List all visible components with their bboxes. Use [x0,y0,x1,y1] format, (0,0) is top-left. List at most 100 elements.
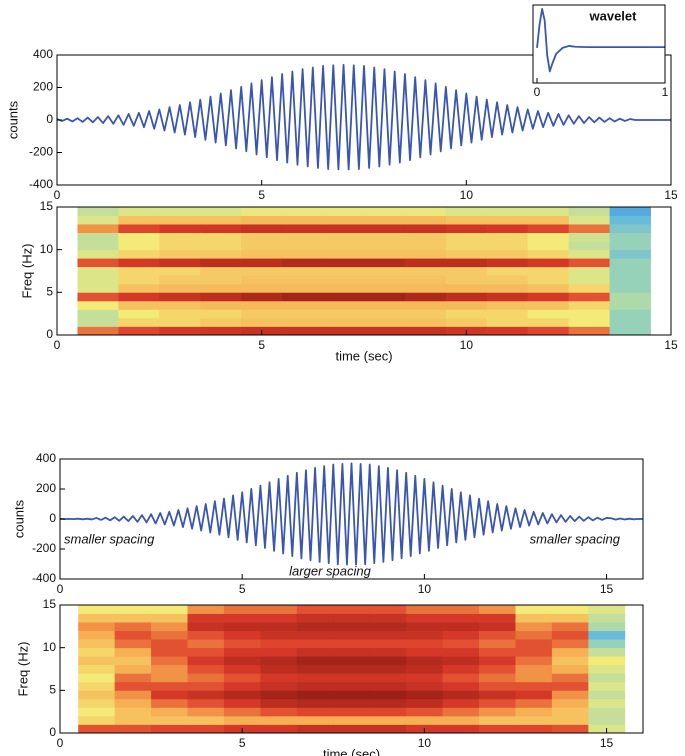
heatmap-cell [260,707,298,717]
heatmap-cell [445,215,488,225]
heatmap-cell [118,283,160,293]
heatmap-cell [241,249,283,259]
x-tick-label: 0 [57,582,64,596]
heatmap-cell [260,656,298,666]
heatmap-cell [515,622,553,631]
x-tick-label: 0 [54,188,61,202]
heatmap-cell [241,300,283,310]
heatmap-cell [118,292,160,302]
heatmap-cell [260,715,298,725]
heatmap-cell [200,207,242,216]
heatmap-cell [159,215,201,225]
heatmap-cell [77,326,119,336]
heatmap-cell [296,681,334,691]
x-tick-label: 10 [460,338,474,352]
heatmap-cell [77,232,119,242]
heatmap-cell [404,241,447,251]
heatmap-cell [282,224,324,233]
heatmap-cell [241,309,283,319]
heatmap-cell [323,207,365,216]
heatmap-cell [527,326,570,336]
heatmap-cell [442,664,480,674]
heatmap-cell [404,317,447,327]
waveform-line [59,462,644,566]
heatmap-cell [369,605,407,614]
heatmap-cell [442,673,480,683]
heatmap-cell [77,292,119,302]
heatmap-cell [159,224,201,233]
heatmap-cell [260,630,298,640]
heatmap-cell [486,215,529,225]
heatmap-cell [333,647,371,657]
heatmap-cell [406,707,443,717]
heatmap-cell [114,639,152,649]
heatmap-cell [223,656,261,666]
heatmap-cell [404,258,447,268]
x-tick-label: 15 [600,736,614,750]
heatmap-cell [223,690,261,700]
heatmap-cell [445,258,488,268]
heatmap-cell [445,249,488,259]
heatmap-cell [78,613,116,623]
heatmap-cell [200,232,242,242]
heatmap-cell [442,681,480,691]
heatmap-cell [364,258,406,268]
heatmap-cell [282,326,324,336]
heatmap-cell [479,605,516,614]
heatmap-cell [515,639,553,649]
heatmap-cell [187,681,225,691]
heatmap-cell [78,707,116,717]
heatmap-cell [118,215,160,225]
heatmap-cell [260,664,298,674]
heatmap-cell [223,664,261,674]
heatmap-cell [404,326,447,336]
heatmap-cell [151,724,188,734]
x-tick-label: 15 [664,188,678,202]
heatmap-cell [404,232,447,242]
y-tick-label: 400 [33,47,53,61]
heatmap-cell [369,630,407,640]
heatmap-cell [200,241,242,251]
heatmap-cell [323,232,365,242]
heatmap-cell [296,673,334,683]
waveform-line [536,8,665,73]
heatmap-cell [78,664,116,674]
heatmap-cell [551,681,589,691]
heatmap-cell [78,630,116,640]
heatmap-cell [404,207,447,216]
heatmap-cell [568,275,610,285]
heatmap-cell [568,232,610,242]
annotation: larger spacing [289,563,371,578]
heatmap-cell [442,605,480,614]
inset-background [533,5,665,83]
heatmap-cell [364,249,406,259]
heatmap-cell [527,215,570,225]
x-tick-label: 5 [258,338,265,352]
heatmap-cell [78,605,116,614]
heatmap-cell [551,724,589,734]
heatmap-cell [609,266,651,276]
heatmap-cell [568,249,610,259]
heatmap-cell [404,266,447,276]
heatmap-cell [159,283,201,293]
heatmap-cell [609,249,651,259]
heatmap-cell [223,707,261,717]
heatmap-cell [223,613,261,623]
heatmap-cell [479,690,516,700]
heatmap-cell [260,724,298,734]
heatmap-cell [282,300,324,310]
heatmap-cell [445,207,488,216]
heatmap-cell [364,300,406,310]
heatmap-cell [479,707,516,717]
heatmap-cell [515,664,553,674]
heatmap-cell [282,309,324,319]
y-tick-label: 5 [46,285,53,299]
heatmap-cell [118,258,160,268]
heatmap-cell [260,673,298,683]
heatmap-cell [551,664,589,674]
heatmap-cell [260,690,298,700]
heatmap-cell [479,673,516,683]
heatmap-cell [114,698,152,708]
heatmap-cell [479,681,516,691]
heatmap-cell [333,724,371,734]
